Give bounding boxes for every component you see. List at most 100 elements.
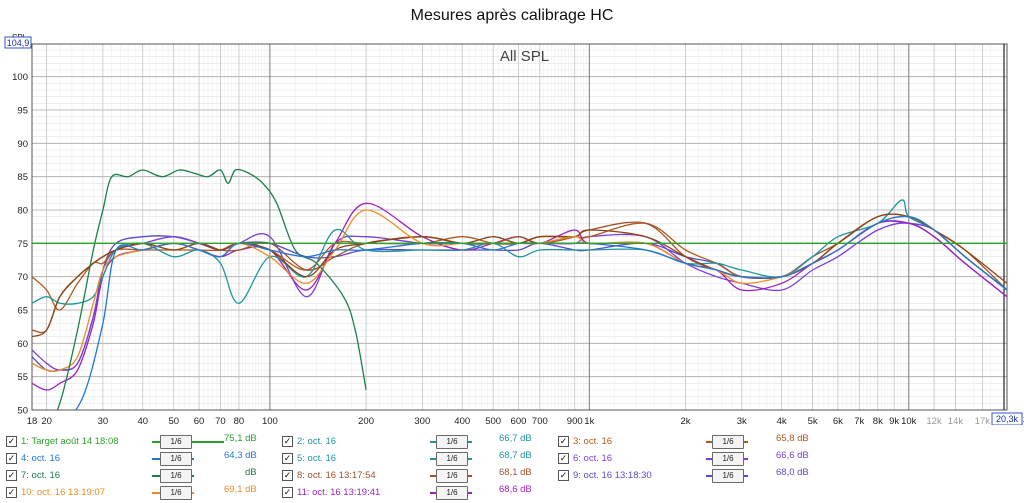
- x-tick-label: 700: [532, 416, 548, 425]
- x-tick-label: 80: [234, 416, 245, 425]
- x-tick-label: 7k: [854, 416, 864, 425]
- legend-row-1: ✓ 1: Target août 14 18:08 1/6 75,1 dB ✓ …: [0, 433, 1024, 450]
- legend-label: 4: oct. 16: [21, 453, 61, 464]
- smoothing-button[interactable]: 1/6: [436, 469, 468, 483]
- legend-label: 1: Target août 14 18:08: [21, 436, 119, 447]
- y-tick-label: 95: [17, 106, 28, 117]
- x-tick-label: 8k: [873, 416, 883, 425]
- x-tick-label: 18: [27, 416, 38, 425]
- legend-value: 65,8 dB: [776, 433, 809, 444]
- smoothing-button[interactable]: 1/6: [712, 452, 744, 466]
- y-tick-label: 85: [17, 172, 28, 183]
- x-tick-label: 400: [454, 416, 470, 425]
- x-tick-label: 20: [41, 416, 52, 425]
- x-tick-label: 2k: [680, 416, 690, 425]
- smoothing-button[interactable]: 1/6: [160, 452, 192, 466]
- legend-value: 68,7 dB: [499, 450, 532, 461]
- legend-label: 3: oct. 16: [573, 436, 613, 447]
- series-line: [32, 199, 1007, 305]
- x-tick-label: 9k: [889, 416, 899, 425]
- chart-title: Mesures après calibrage HC: [410, 7, 614, 24]
- y-tick-label: 70: [17, 272, 28, 283]
- x-tick-label: 4k: [777, 416, 787, 425]
- y-tick-label: 90: [17, 139, 28, 150]
- legend-value: 68,0 dB: [776, 467, 809, 478]
- y-tick-label: 50: [17, 406, 28, 417]
- legend-panel: ✓ 1: Target août 14 18:08 1/6 75,1 dB ✓ …: [0, 428, 1024, 503]
- legend-value: 66,6 dB: [776, 450, 809, 461]
- legend-label: 8: oct. 16 13:17:54: [297, 470, 376, 481]
- plot-frame: [31, 43, 1008, 411]
- legend-label: 6: oct. 16: [573, 453, 613, 464]
- series-line: [74, 215, 1007, 410]
- y-tick-label: 55: [17, 372, 28, 383]
- legend-value: 68,1 dB: [499, 467, 532, 478]
- x-tick-label: 17k: [975, 416, 991, 425]
- y-tick-label: 80: [17, 206, 28, 217]
- x-tick-label: 100: [262, 416, 278, 425]
- x-tick-label: 50: [168, 416, 179, 425]
- x-tick-label: 12k: [926, 416, 942, 425]
- smoothing-button[interactable]: 1/6: [436, 486, 468, 500]
- x-tick-label: 14k: [948, 416, 964, 425]
- x-right-value: 20,3k: [996, 414, 1019, 424]
- legend-checkbox[interactable]: ✓: [282, 436, 293, 447]
- legend-value: 64,3 dB: [224, 450, 257, 461]
- series-line: [56, 168, 367, 410]
- legend-checkbox[interactable]: ✓: [6, 453, 17, 464]
- legend-label: 10: oct. 16 13:19:07: [21, 487, 105, 498]
- legend-checkbox[interactable]: ✓: [6, 487, 17, 498]
- x-tick-label: 60: [194, 416, 205, 425]
- x-tick-label: 300: [414, 416, 430, 425]
- legend-label: 9: oct. 16 13:18:30: [573, 470, 652, 481]
- x-tick-label: 600: [511, 416, 527, 425]
- x-tick-label: 6k: [833, 416, 843, 425]
- legend-checkbox[interactable]: ✓: [6, 436, 17, 447]
- legend-value: 66,7 dB: [499, 433, 532, 444]
- y-top-box: [4, 36, 32, 49]
- smoothing-button[interactable]: 1/6: [436, 435, 468, 449]
- x-tick-label: 30: [98, 416, 109, 425]
- legend-checkbox[interactable]: ✓: [558, 453, 569, 464]
- legend-checkbox[interactable]: ✓: [558, 470, 569, 481]
- smoothing-button[interactable]: 1/6: [160, 435, 192, 449]
- legend-label: 11: oct. 16 13:19:41: [297, 487, 381, 498]
- legend-value: dB: [245, 467, 257, 478]
- legend-label: 7: oct. 16: [21, 470, 61, 481]
- x-tick-label: 200: [358, 416, 374, 425]
- smoothing-button[interactable]: 1/6: [436, 452, 468, 466]
- legend-value: 69,1 dB: [224, 484, 257, 495]
- spl-chart[interactable]: 50 55 60 65 70 75 80 85 90 95 100 18 20 30 40 50 60 70 80 1…: [0, 0, 1024, 425]
- x-tick-label: 500: [485, 416, 501, 425]
- smoothing-button[interactable]: 1/6: [712, 435, 744, 449]
- y-tick-label: 75: [17, 239, 28, 250]
- legend-label: 2: oct. 16: [297, 436, 337, 447]
- x-tick-label: 900: [567, 416, 583, 425]
- legend-value: 75,1 dB: [224, 433, 257, 444]
- legend-row-3: ✓ 7: oct. 16 1/6 dB ✓ 8: oct. 16 13:17:5…: [0, 467, 1024, 484]
- legend-label: 5: oct. 16: [297, 453, 337, 464]
- legend-checkbox[interactable]: ✓: [282, 470, 293, 481]
- legend-checkbox[interactable]: ✓: [282, 453, 293, 464]
- x-tick-label: 1k: [584, 416, 594, 425]
- smoothing-button[interactable]: 1/6: [712, 469, 744, 483]
- chart-subtitle: All SPL: [500, 48, 549, 65]
- legend-row-2: ✓ 4: oct. 16 1/6 64,3 dB ✓ 5: oct. 16 1/…: [0, 450, 1024, 467]
- legend-value: 68,6 dB: [499, 484, 532, 495]
- x-tick-label: 70: [215, 416, 226, 425]
- x-tick-label: 3k: [737, 416, 747, 425]
- x-right-box: [991, 412, 1023, 425]
- x-tick-label: 10k: [901, 416, 917, 425]
- y-tick-label: 100: [12, 72, 28, 83]
- x-tick-label: 5k: [808, 416, 818, 425]
- legend-checkbox[interactable]: ✓: [6, 470, 17, 481]
- smoothing-button[interactable]: 1/6: [160, 469, 192, 483]
- legend-checkbox[interactable]: ✓: [558, 436, 569, 447]
- legend-checkbox[interactable]: ✓: [282, 487, 293, 498]
- y-tick-label: 65: [17, 306, 28, 317]
- legend-row-4: ✓ 10: oct. 16 13:19:07 1/6 69,1 dB ✓ 11:…: [0, 484, 1024, 501]
- y-tick-label: 60: [17, 339, 28, 350]
- y-top-value: 104,9: [7, 38, 30, 48]
- smoothing-button[interactable]: 1/6: [160, 486, 192, 500]
- x-tick-label: 40: [137, 416, 148, 425]
